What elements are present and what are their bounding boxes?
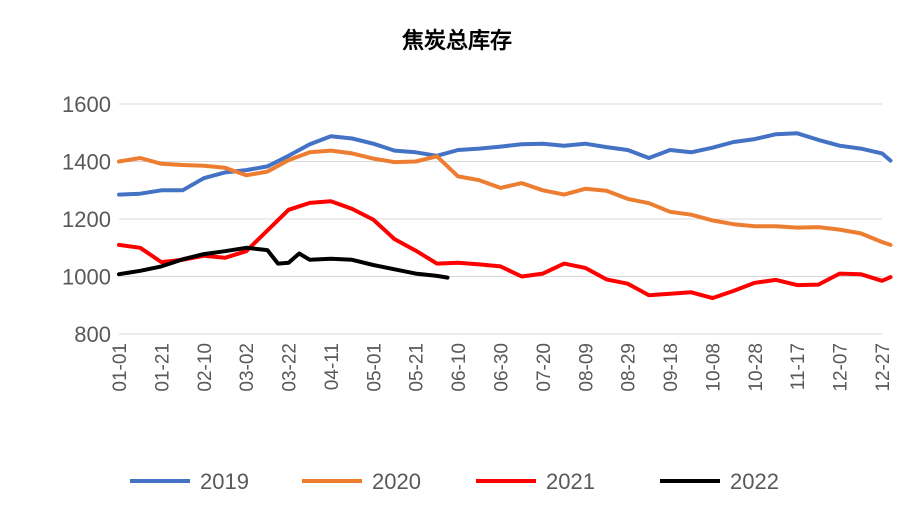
y-tick-label: 1600 — [62, 92, 111, 117]
x-tick-label: 08-29 — [619, 343, 640, 392]
x-tick-label: 05-21 — [407, 343, 428, 392]
y-axis-tick-labels: 800 1000 1200 1400 1600 — [62, 92, 111, 347]
chart-title: 焦炭总库存 — [401, 28, 512, 54]
series-line-2019 — [117, 131, 893, 197]
x-tick-label: 06-30 — [492, 343, 513, 392]
x-tick-label: 12-07 — [831, 343, 852, 392]
x-tick-label: 04-11 — [322, 343, 343, 390]
x-tick-label: 05-01 — [364, 343, 385, 392]
series-line-2022 — [117, 245, 450, 280]
x-tick-label: 01-21 — [152, 343, 173, 392]
x-tick-label: 02-10 — [195, 343, 216, 392]
y-tick-label: 1400 — [62, 150, 111, 175]
legend-label-2021: 2021 — [546, 469, 595, 494]
gridlines — [119, 103, 882, 335]
legend-label-2019: 2019 — [200, 469, 249, 494]
y-tick-label: 1200 — [62, 207, 111, 232]
x-tick-label: 09-18 — [661, 343, 682, 392]
x-tick-label: 07-20 — [534, 343, 555, 392]
x-tick-label: 06-10 — [449, 343, 470, 392]
x-tick-label: 10-08 — [703, 343, 724, 392]
legend: 2019 2020 2021 2022 — [130, 469, 779, 494]
x-tick-label: 12-27 — [873, 343, 894, 392]
x-tick-label: 10-28 — [746, 343, 767, 392]
x-axis-tick-labels: 01-01 01-21 02-10 03-02 03-22 04-11 05-01 05-21… — [110, 343, 894, 392]
x-tick-label: 03-22 — [280, 343, 301, 392]
x-tick-label: 03-02 — [237, 343, 258, 392]
y-tick-label: 800 — [74, 322, 111, 347]
series-line-2020 — [117, 148, 893, 247]
x-tick-label: 08-09 — [576, 343, 597, 392]
series-lines — [117, 131, 893, 301]
legend-label-2020: 2020 — [372, 469, 421, 494]
y-tick-label: 1000 — [62, 265, 111, 290]
legend-label-2022: 2022 — [730, 469, 779, 494]
x-tick-label: 11-17 — [788, 343, 809, 390]
x-tick-label: 01-01 — [110, 343, 131, 392]
